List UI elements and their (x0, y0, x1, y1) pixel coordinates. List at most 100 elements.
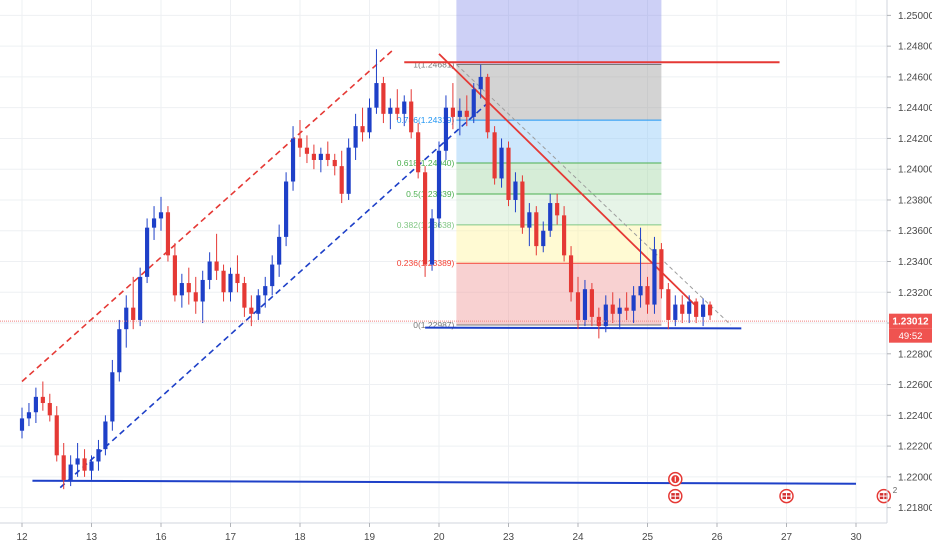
candle (96, 439, 101, 471)
candle-body (423, 172, 428, 265)
price-tick-label: 1.22800 (898, 349, 932, 360)
candle (624, 292, 629, 320)
candle (47, 393, 52, 422)
candle-body (82, 458, 87, 471)
candle-body (520, 181, 525, 228)
candle-body (19, 418, 25, 431)
candle-body (617, 307, 622, 314)
candle-body (26, 412, 32, 419)
price-tick-label: 1.24400 (898, 103, 932, 114)
candle (214, 233, 219, 280)
candle (416, 123, 421, 179)
lower-channel-line[interactable] (59, 102, 489, 489)
candle (589, 283, 594, 327)
candle-body (193, 292, 198, 302)
support-line[interactable] (32, 479, 857, 485)
candle-body (624, 307, 629, 311)
candle-body (409, 101, 414, 133)
candle (151, 206, 157, 240)
candle-body (124, 307, 129, 330)
time-tick-label: 16 (155, 532, 167, 543)
fib-trend-line[interactable] (456, 64, 732, 326)
candle-body (562, 215, 567, 256)
candle (582, 279, 588, 327)
alert-icon[interactable] (668, 471, 683, 487)
candle-body (277, 236, 282, 265)
flag-icon[interactable] (779, 488, 794, 504)
candle-body (666, 289, 671, 320)
price-tick-label: 1.21800 (898, 503, 932, 514)
fib-zone (456, 163, 662, 194)
candle (680, 295, 685, 324)
fibonacci-retracement: 1(1.24681) 0.786(1.24319) 0.618(1.24040) 0.… (397, 0, 662, 330)
candle-body (89, 461, 94, 471)
candle (450, 83, 455, 130)
flag-icon[interactable] (876, 488, 892, 504)
candle (158, 196, 164, 231)
candle (263, 276, 268, 308)
candle-body (555, 203, 560, 216)
candle-body (235, 273, 240, 284)
bar-countdown-label: 49:52 (899, 331, 923, 342)
upper-channel-line[interactable] (21, 48, 395, 383)
fib-zone (456, 120, 662, 164)
candle (339, 150, 344, 204)
fib-base-line[interactable] (425, 326, 742, 330)
candle-body (138, 276, 143, 320)
candle (631, 286, 636, 324)
candles (19, 49, 713, 490)
candle (290, 126, 296, 191)
candle-body (256, 295, 261, 314)
candle (297, 119, 303, 157)
candle-body (270, 264, 275, 287)
candle-body (652, 249, 657, 305)
candle (548, 193, 553, 237)
candle (207, 252, 212, 290)
price-axis: 1.21800 1.22000 1.22200 1.22400 1.22600 1.228… (886, 0, 932, 523)
candle-body (471, 89, 476, 117)
candle (367, 98, 372, 139)
candle (673, 295, 678, 327)
candle-body (645, 286, 650, 305)
candle-body (395, 107, 400, 114)
price-tick-label: 1.22400 (898, 411, 932, 422)
time-tick-label: 12 (16, 532, 28, 543)
flag-icon[interactable] (668, 488, 683, 504)
candle (131, 276, 136, 330)
candle-body (304, 147, 310, 154)
candle (603, 295, 608, 333)
candle (256, 289, 261, 320)
candle (242, 276, 247, 317)
candle-body (33, 396, 38, 413)
candle (388, 98, 393, 130)
candle-body (54, 415, 59, 456)
candle (165, 206, 171, 262)
candle (395, 89, 400, 120)
candle (19, 407, 25, 439)
candle (513, 172, 518, 213)
candle-body (707, 304, 713, 316)
candle (707, 301, 713, 320)
candle (471, 83, 476, 124)
candle (33, 387, 38, 424)
candle (492, 126, 497, 185)
candle (506, 141, 511, 207)
price-tick-label: 1.24000 (898, 165, 932, 176)
candle (575, 276, 581, 330)
candle-body (680, 304, 685, 314)
candle (270, 255, 275, 296)
candle-body (478, 76, 483, 90)
price-badge-bg (889, 313, 932, 329)
time-tick-label: 26 (711, 532, 723, 543)
price-tick-label: 1.23600 (898, 226, 932, 237)
candle-body (207, 261, 212, 280)
candle (193, 276, 198, 314)
candle (200, 270, 205, 324)
candle (694, 298, 699, 324)
candle (659, 243, 664, 299)
candle (332, 153, 337, 176)
candle-body (374, 83, 379, 108)
time-tick-label: 13 (86, 532, 98, 543)
